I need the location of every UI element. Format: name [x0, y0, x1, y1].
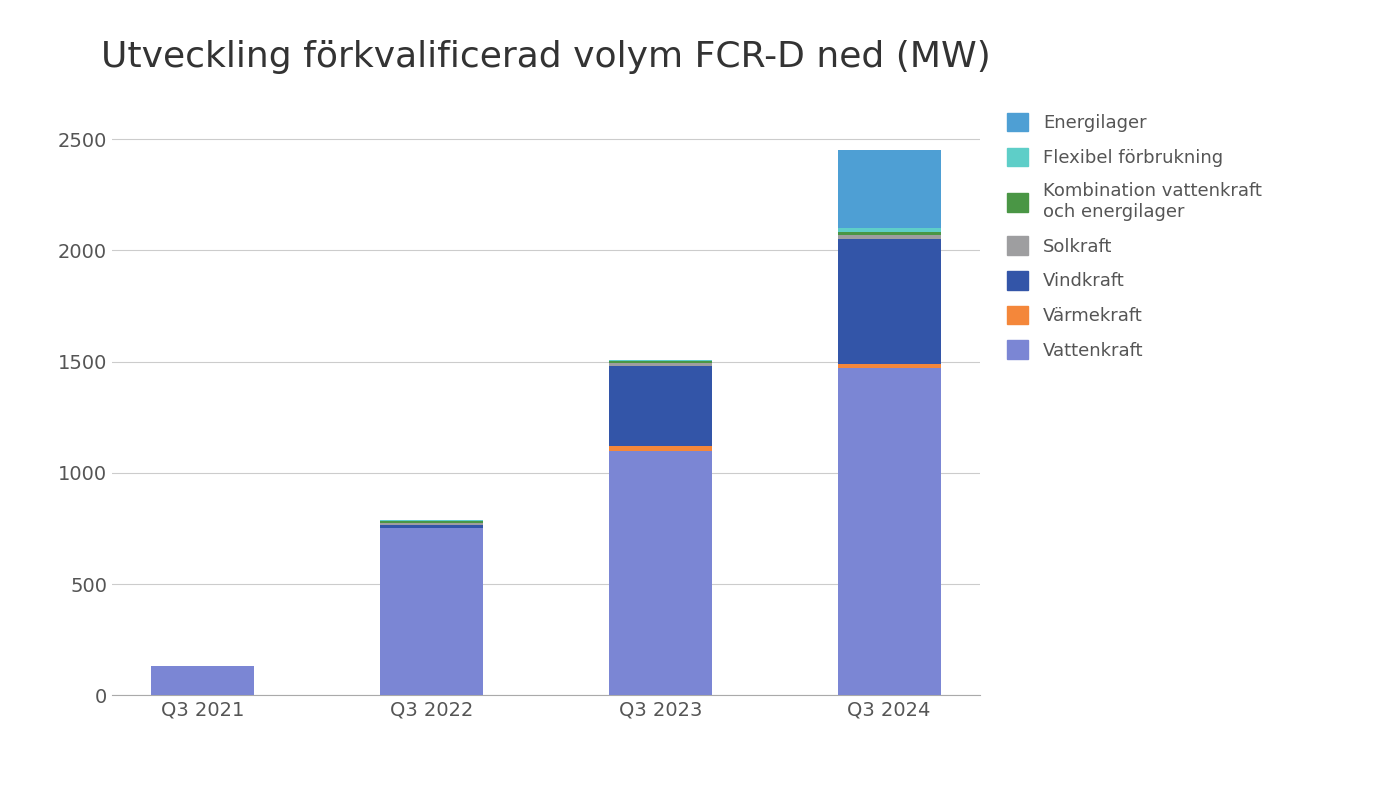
Bar — [381, 525, 483, 529]
Bar — [609, 446, 711, 450]
Bar — [381, 529, 483, 695]
Bar — [381, 521, 483, 523]
Bar — [609, 366, 711, 446]
Bar — [837, 239, 941, 364]
Bar — [837, 235, 941, 239]
Title: Utveckling förkvalificerad volym FCR-D ned (MW): Utveckling förkvalificerad volym FCR-D n… — [101, 40, 991, 74]
Bar — [381, 523, 483, 525]
Legend: Energilager, Flexibel förbrukning, Kombination vattenkraft
och energilager, Solk: Energilager, Flexibel förbrukning, Kombi… — [998, 103, 1271, 369]
Bar — [609, 361, 711, 363]
Bar — [837, 364, 941, 368]
Bar — [837, 231, 941, 235]
Bar — [837, 228, 941, 231]
Bar — [609, 450, 711, 695]
Bar — [151, 666, 255, 695]
Bar — [837, 368, 941, 695]
Bar — [837, 150, 941, 228]
Bar — [381, 520, 483, 521]
Bar — [609, 363, 711, 366]
Bar — [609, 359, 711, 361]
